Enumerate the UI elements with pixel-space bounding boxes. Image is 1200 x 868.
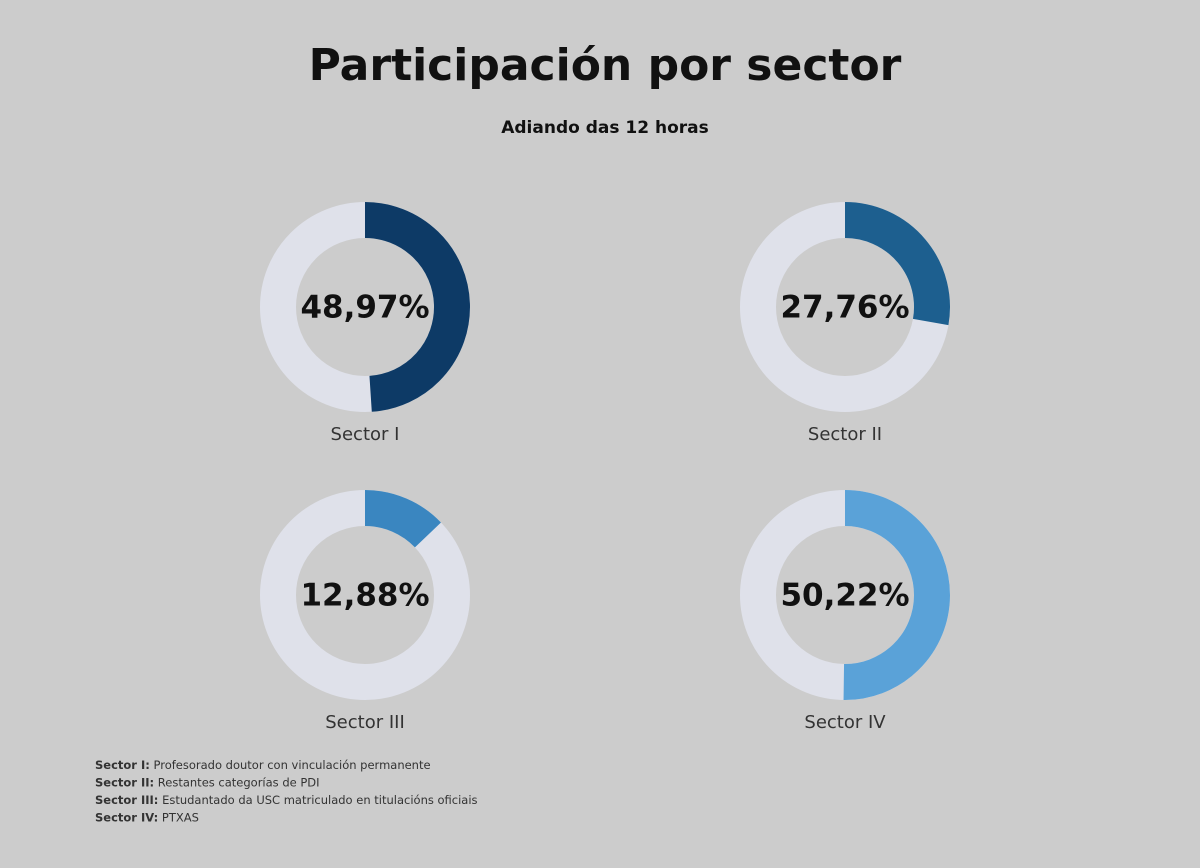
footnote: Sector III: Estudantado da USC matricula… — [95, 793, 478, 807]
category-label: Sector I — [331, 424, 400, 445]
chart-title: Participación por sector — [309, 40, 902, 91]
footnote-text: Profesorado doutor con vinculación perma… — [154, 758, 431, 772]
category-label: Sector IV — [804, 712, 886, 733]
value-label: 48,97% — [300, 290, 429, 326]
donut-arc — [844, 202, 950, 326]
footnote-term: Sector I: — [95, 758, 150, 772]
category-label: Sector II — [808, 424, 882, 445]
chart-subtitle: Adiando das 12 horas — [501, 118, 709, 138]
category-label: Sector III — [325, 712, 405, 733]
donut-arc — [843, 490, 950, 700]
footnote-text: Estudantado da USC matriculado en titula… — [162, 793, 477, 807]
donut-arc — [364, 490, 441, 548]
footnote-term: Sector II: — [95, 775, 154, 789]
value-label: 50,22% — [780, 578, 909, 614]
footnote-text: PTXAS — [162, 810, 199, 824]
value-label: 27,76% — [780, 290, 909, 326]
donut-arc — [364, 202, 470, 412]
footnote-term: Sector IV: — [95, 810, 158, 824]
footnote-text: Restantes categorías de PDI — [158, 775, 320, 789]
footnote: Sector IV: PTXAS — [95, 810, 199, 824]
footnote: Sector I: Profesorado doutor con vincula… — [95, 758, 431, 772]
value-label: 12,88% — [300, 578, 429, 614]
footnote: Sector II: Restantes categorías de PDI — [95, 775, 320, 789]
footnote-term: Sector III: — [95, 793, 158, 807]
